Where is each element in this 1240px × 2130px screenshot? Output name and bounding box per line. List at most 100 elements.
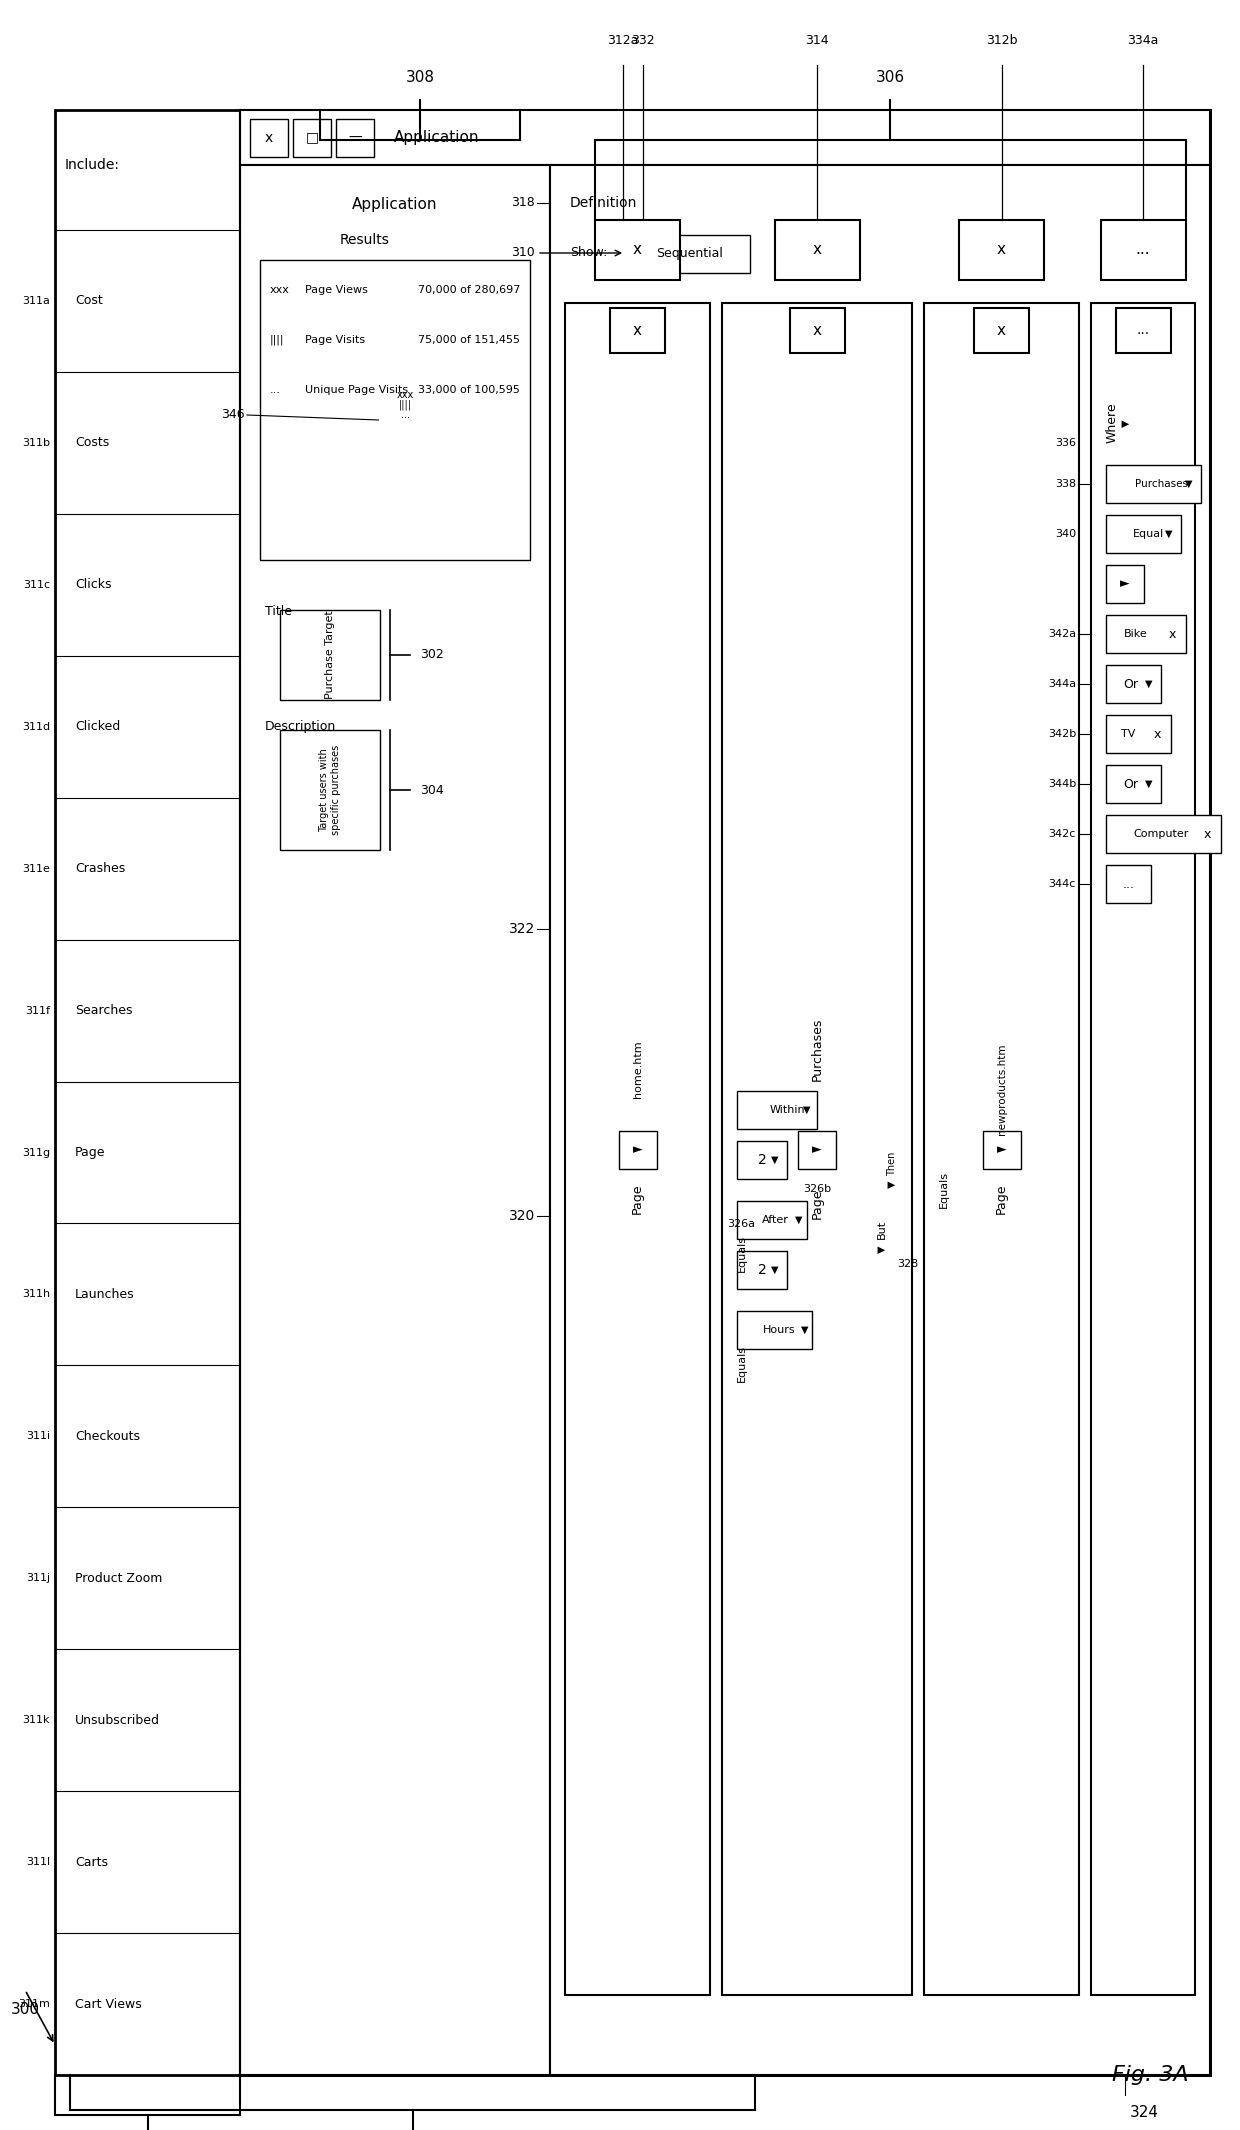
Text: x: x — [265, 130, 273, 145]
Text: Cart Views: Cart Views — [74, 1998, 141, 2011]
Text: 344a: 344a — [1048, 679, 1076, 688]
Text: 33,000 of 100,595: 33,000 of 100,595 — [418, 386, 520, 394]
Text: TV: TV — [1121, 728, 1135, 739]
Text: Within: Within — [769, 1105, 805, 1114]
Text: xxx: xxx — [270, 285, 290, 294]
Text: Then: Then — [887, 1152, 897, 1176]
Text: ...: ... — [1122, 878, 1135, 890]
Bar — [1106, 616, 1185, 654]
Text: 311k: 311k — [22, 1715, 50, 1725]
Text: 311i: 311i — [26, 1431, 50, 1442]
Text: 342c: 342c — [1049, 829, 1076, 839]
Text: ►: ► — [997, 1144, 1007, 1157]
Text: 311l: 311l — [26, 1857, 50, 1868]
Text: ...: ... — [401, 409, 410, 420]
Text: ▼: ▼ — [771, 1154, 779, 1165]
Text: 344c: 344c — [1049, 880, 1076, 888]
Bar — [595, 219, 680, 279]
Bar — [241, 111, 1210, 164]
Bar — [293, 119, 331, 155]
Text: 75,000 of 151,455: 75,000 of 151,455 — [418, 334, 520, 345]
Text: Or: Or — [1123, 777, 1138, 790]
Text: ▼: ▼ — [1146, 679, 1153, 688]
Text: 314: 314 — [805, 34, 828, 47]
Bar — [1101, 219, 1185, 279]
Text: Description: Description — [265, 720, 336, 733]
Text: Equals: Equals — [939, 1172, 949, 1208]
Text: home.htm: home.htm — [632, 1039, 642, 1097]
Bar — [619, 1131, 656, 1169]
Text: Include:: Include: — [64, 158, 120, 173]
Text: Target users with
specific purchases: Target users with specific purchases — [319, 746, 341, 835]
Text: Checkouts: Checkouts — [74, 1429, 140, 1442]
Text: Carts: Carts — [74, 1855, 108, 1868]
Text: ▼: ▼ — [1146, 780, 1153, 788]
Text: Sequential: Sequential — [656, 247, 723, 260]
Text: 312a: 312a — [606, 34, 639, 47]
Text: 311f: 311f — [25, 1005, 50, 1016]
Text: x: x — [997, 324, 1006, 339]
Bar — [1091, 302, 1195, 1996]
Text: □: □ — [305, 130, 319, 145]
Bar — [1106, 464, 1202, 503]
Text: Unsubscribed: Unsubscribed — [74, 1715, 160, 1727]
Text: ▼: ▼ — [795, 1214, 802, 1225]
Text: But: But — [877, 1220, 887, 1238]
Text: 342a: 342a — [1048, 628, 1076, 639]
Text: 311m: 311m — [19, 2000, 50, 2009]
Text: ▼: ▼ — [801, 1325, 808, 1336]
Text: 311e: 311e — [22, 863, 50, 873]
Text: 306: 306 — [875, 70, 905, 85]
Text: xxx: xxx — [397, 390, 414, 400]
Text: ||||: |||| — [399, 400, 412, 411]
Text: Page: Page — [631, 1184, 644, 1214]
Text: 326b: 326b — [804, 1184, 831, 1195]
Text: ▼: ▼ — [1121, 420, 1131, 426]
Text: Searches: Searches — [74, 1003, 133, 1018]
Text: 2: 2 — [758, 1152, 766, 1167]
Text: 326a: 326a — [727, 1218, 755, 1229]
Bar — [260, 260, 529, 560]
Bar — [982, 1131, 1021, 1169]
Text: 311h: 311h — [22, 1289, 50, 1299]
Bar — [280, 609, 379, 701]
Bar — [241, 111, 1210, 2075]
Text: ...: ... — [1136, 324, 1149, 337]
Text: x: x — [1153, 728, 1161, 741]
Bar — [551, 164, 1210, 2075]
Text: 2: 2 — [758, 1263, 766, 1278]
Text: Clicks: Clicks — [74, 579, 112, 592]
Text: ▼: ▼ — [887, 1180, 897, 1189]
Bar — [737, 1201, 807, 1240]
Text: ▼: ▼ — [1166, 528, 1173, 539]
Text: 311c: 311c — [22, 579, 50, 590]
Text: 332: 332 — [631, 34, 655, 47]
Bar — [775, 219, 859, 279]
Text: Launches: Launches — [74, 1289, 135, 1301]
Bar — [565, 302, 711, 1996]
Bar — [737, 1310, 812, 1348]
Text: 308: 308 — [405, 70, 434, 85]
Text: 344b: 344b — [1048, 780, 1076, 788]
Text: 322: 322 — [508, 922, 534, 935]
Text: x: x — [812, 243, 821, 258]
Text: Hours: Hours — [763, 1325, 795, 1336]
Bar — [630, 234, 750, 273]
Text: 311d: 311d — [22, 722, 50, 733]
Bar — [1106, 716, 1171, 754]
Text: Where: Where — [1106, 403, 1118, 443]
Text: 320: 320 — [508, 1208, 534, 1223]
Bar — [280, 731, 379, 850]
Text: ►: ► — [632, 1144, 642, 1157]
Text: Equal: Equal — [1132, 528, 1163, 539]
Bar — [1106, 665, 1161, 703]
Text: Purchases: Purchases — [1135, 479, 1188, 490]
Text: Application: Application — [352, 198, 438, 213]
Text: Application: Application — [394, 130, 480, 145]
Text: Bike: Bike — [1125, 628, 1148, 639]
Text: ►: ► — [812, 1144, 822, 1157]
Text: Or: Or — [1123, 677, 1138, 690]
Text: ▼: ▼ — [771, 1265, 779, 1276]
Bar — [610, 309, 665, 354]
Text: Page: Page — [811, 1189, 823, 1218]
